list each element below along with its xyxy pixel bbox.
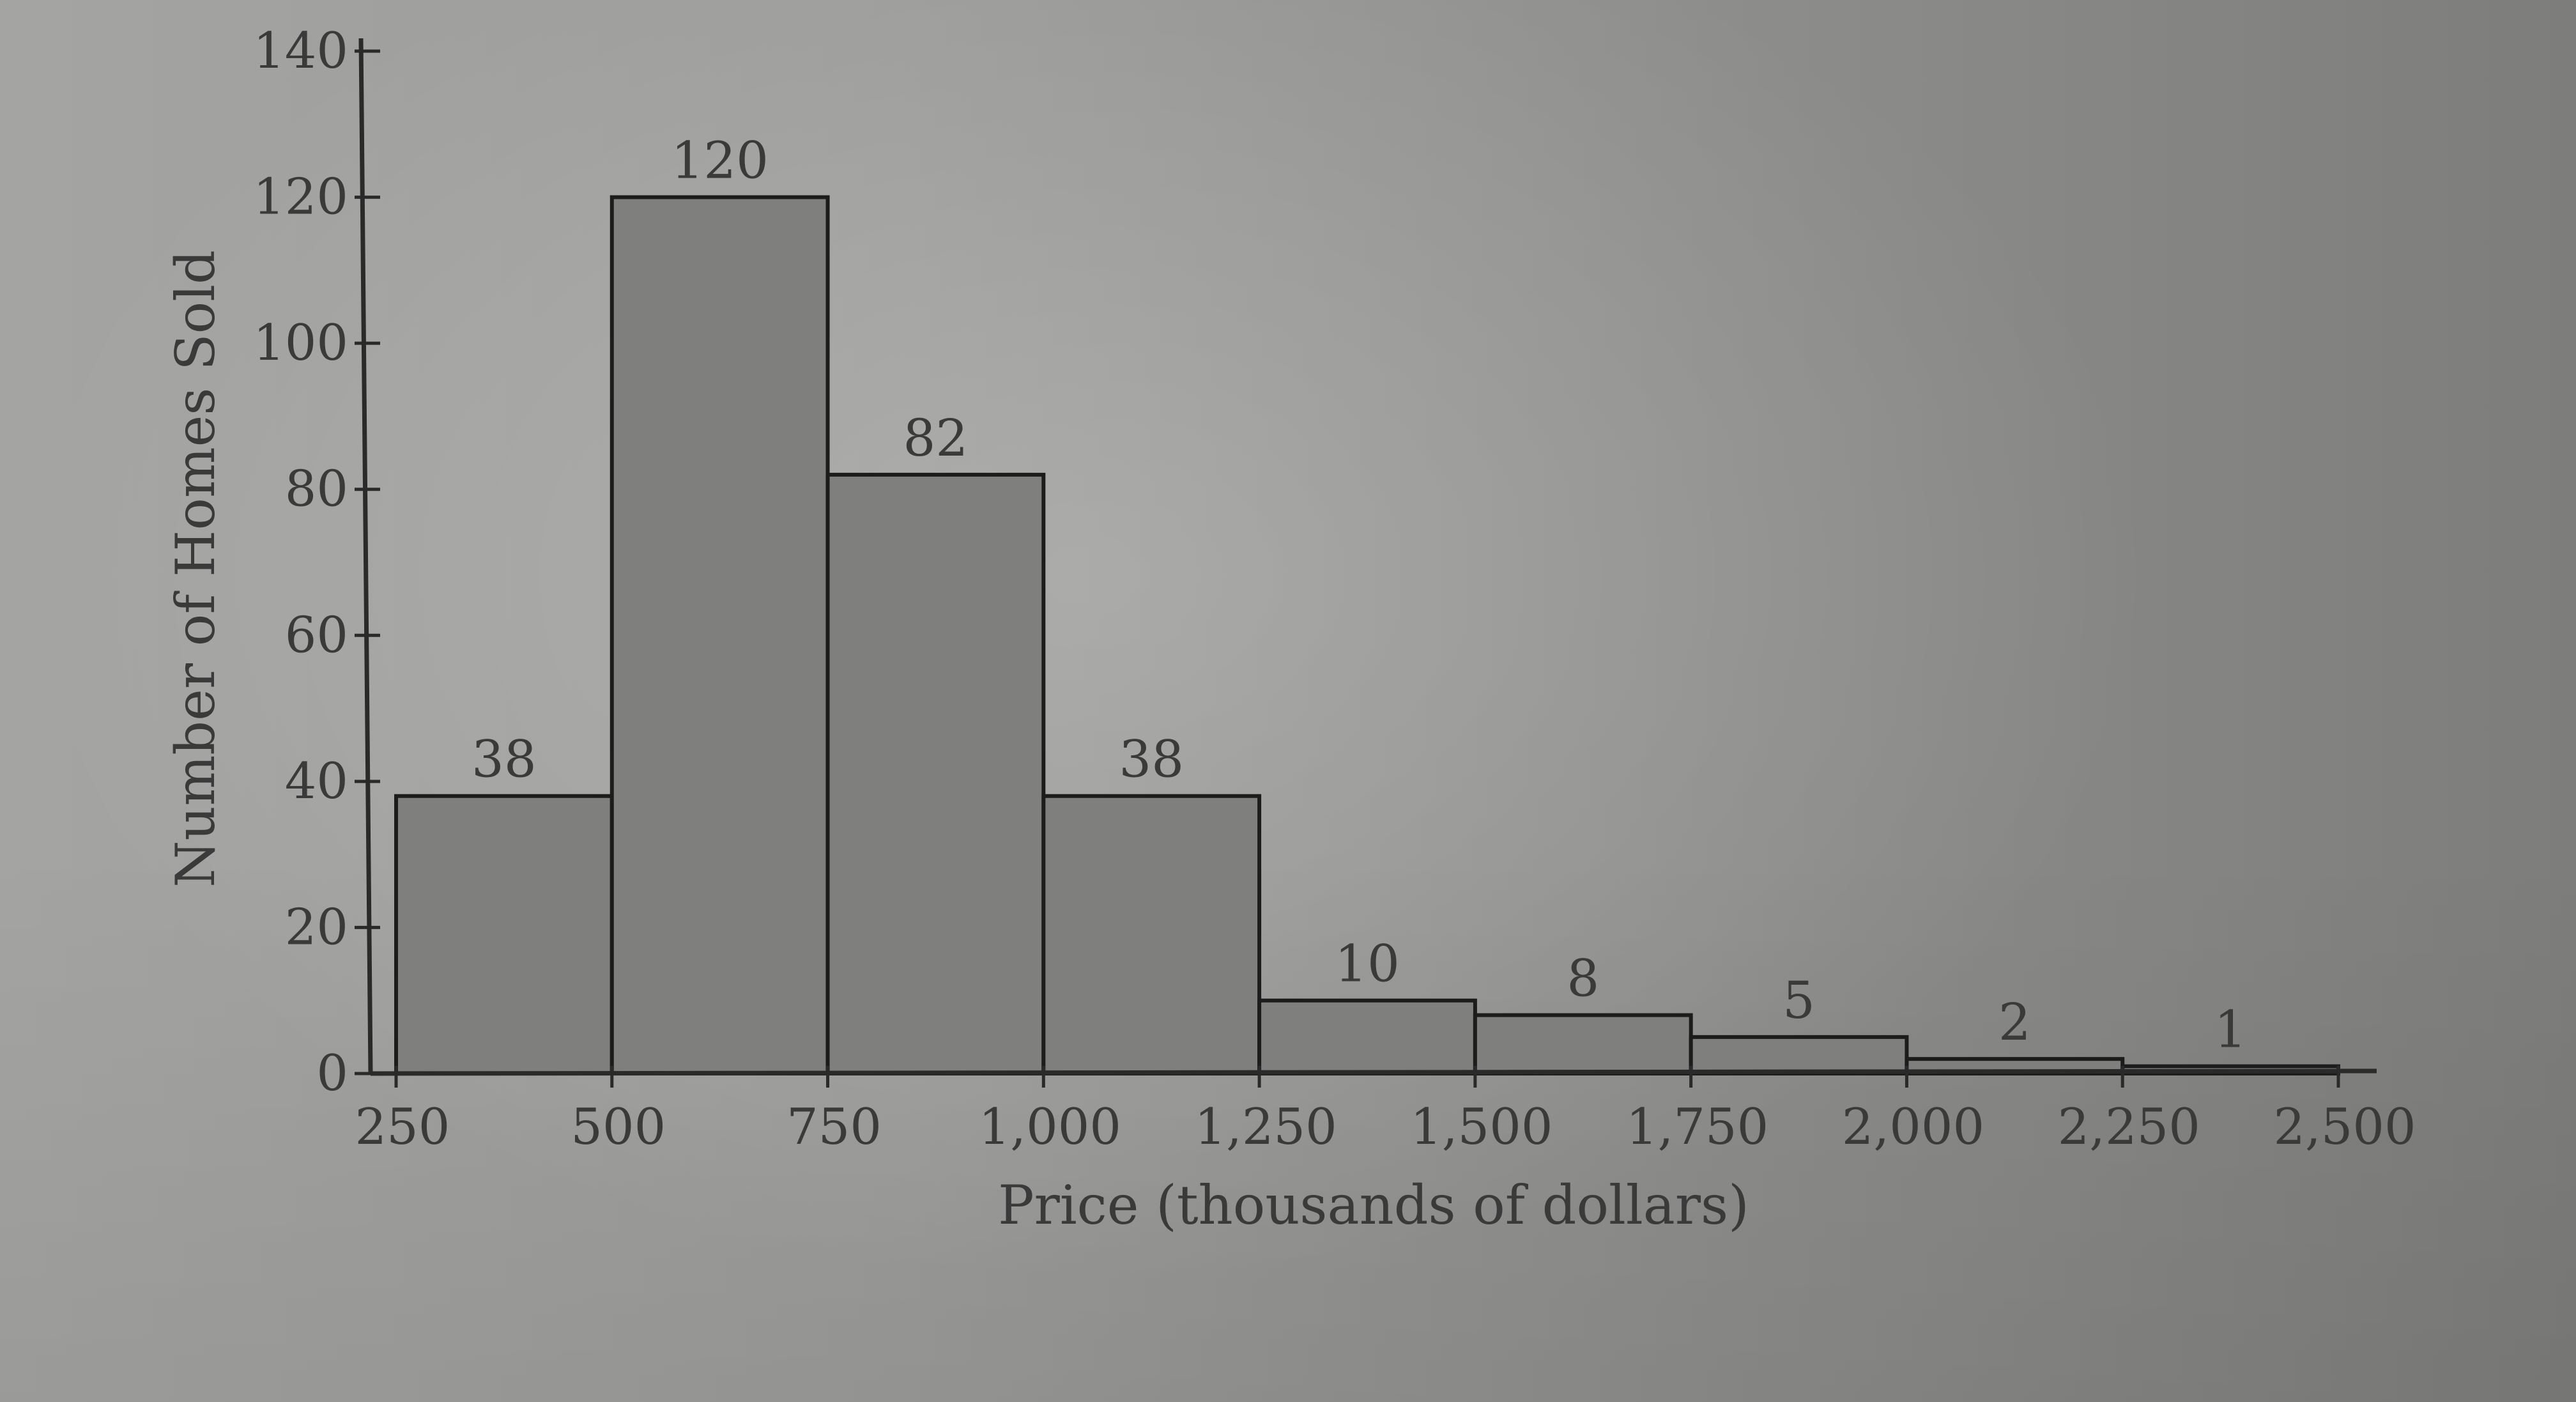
y-axis-line	[358, 38, 373, 1074]
x-tick-label: 250	[355, 1098, 450, 1156]
histogram-bar	[1041, 794, 1262, 1075]
y-tick-label: 140	[253, 22, 348, 80]
y-axis-title: Number of Homes Sold	[164, 250, 227, 888]
bar-value-label: 1	[2214, 1000, 2247, 1059]
bar-value-label: 8	[1567, 949, 1599, 1008]
histogram-bar	[610, 195, 830, 1076]
x-tick-label: 1,750	[1626, 1098, 1768, 1156]
histogram-bar	[394, 794, 614, 1075]
x-tick-label: 1,500	[1410, 1098, 1552, 1156]
histogram-bar	[1473, 1013, 1693, 1075]
y-tick-label: 40	[285, 753, 348, 810]
y-ticks-group: 0 20 40 60 80 100 120 140	[253, 22, 380, 1102]
bar-value-label: 5	[1782, 971, 1815, 1030]
bar-value-label: 120	[671, 131, 769, 190]
x-tick-label: 1,250	[1194, 1098, 1337, 1156]
x-axis-title: Price (thousands of dollars)	[998, 1174, 1749, 1236]
y-tick-label: 20	[285, 898, 348, 956]
bar-value-label: 10	[1335, 934, 1400, 994]
y-tick-label: 60	[285, 606, 348, 664]
bar-value-label: 38	[471, 730, 537, 789]
bar-value-label: 38	[1119, 730, 1184, 789]
y-tick-label: 120	[253, 169, 348, 226]
histogram-bar	[825, 472, 1046, 1075]
bar-labels-group: 38 120 82 38 10 8 5 2 1	[471, 131, 2247, 1059]
x-ticks-group: 250 500 750 1,000 1,250 1,500 1,750 2,000 2,250 2…	[355, 1066, 2416, 1156]
histogram-bar	[1689, 1035, 1909, 1076]
x-tick-label: 2,000	[1842, 1098, 1984, 1156]
bars-group	[394, 195, 2340, 1076]
x-tick-label: 750	[786, 1098, 882, 1156]
y-tick-label: 0	[316, 1045, 348, 1102]
x-tick-label: 500	[571, 1098, 666, 1156]
x-tick-label: 2,500	[2273, 1098, 2416, 1156]
x-axis-line	[370, 1068, 2377, 1076]
bar-value-label: 82	[903, 408, 969, 468]
y-tick-label: 80	[285, 461, 348, 518]
x-tick-label: 1,000	[979, 1098, 1121, 1156]
bar-value-label: 2	[1998, 992, 2031, 1052]
x-tick-label: 2,250	[2058, 1098, 2200, 1156]
y-tick-label: 100	[253, 314, 348, 372]
histogram-bar	[1257, 998, 1477, 1075]
